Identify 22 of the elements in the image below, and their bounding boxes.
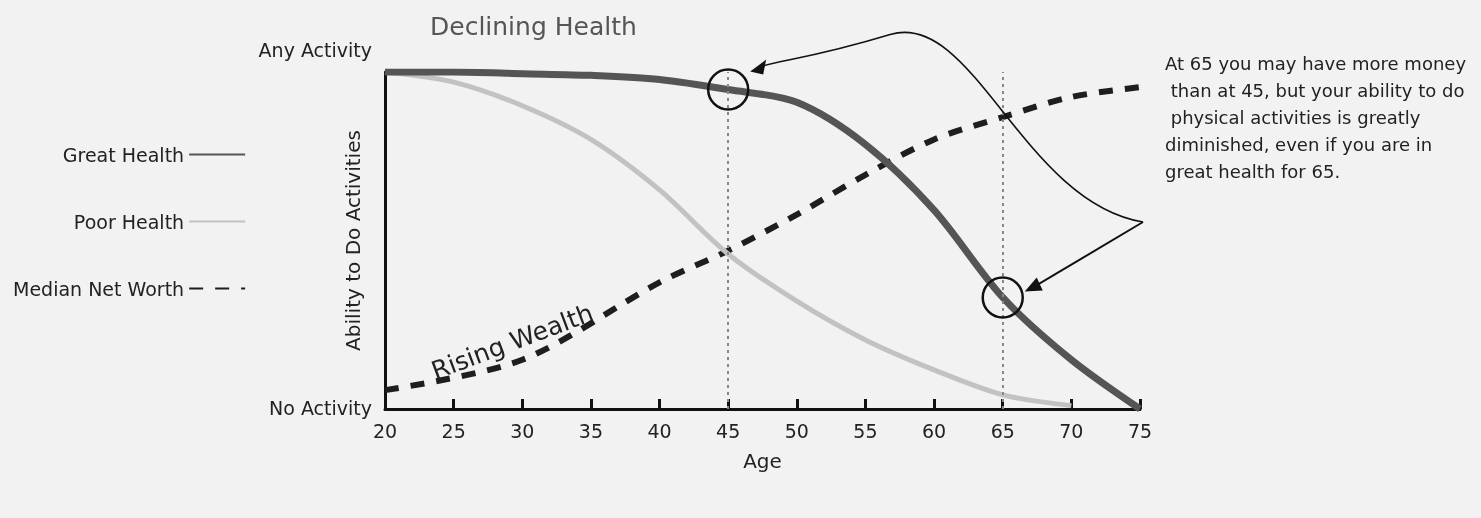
x-tick-label: 70 (1059, 419, 1084, 442)
x-tick-label: 35 (578, 419, 603, 442)
legend-label: Great Health (62, 143, 185, 166)
x-tick-label: 30 (510, 419, 535, 442)
text: At 65 you may have more money than at 45, but your ability to do physical activities is greatly diminished, even if you are in great health for 65. (1165, 53, 1467, 182)
x-tick-label: 55 (853, 419, 878, 442)
x-tick-label: 65 (990, 419, 1015, 442)
text: Declining Health (430, 12, 637, 41)
legend-label: Median Net Worth (13, 277, 185, 300)
x-tick-label: 50 (784, 419, 809, 442)
x-tick-label: 75 (1127, 419, 1153, 442)
x-tick-label: 25 (441, 419, 466, 442)
x-tick-label: 45 (716, 419, 741, 442)
x-tick-label: 40 (647, 419, 672, 442)
x-tick-label: 60 (922, 419, 947, 442)
text: No Activity (269, 396, 372, 419)
x-axis-title: Age (743, 449, 782, 473)
x-tick-label: 20 (372, 419, 398, 442)
y-axis-title: Ability to Do Activities (341, 130, 365, 351)
legend-label: Poor Health (73, 210, 185, 233)
text: Any Activity (258, 38, 372, 61)
annotation: Rising Wealth (427, 298, 598, 386)
